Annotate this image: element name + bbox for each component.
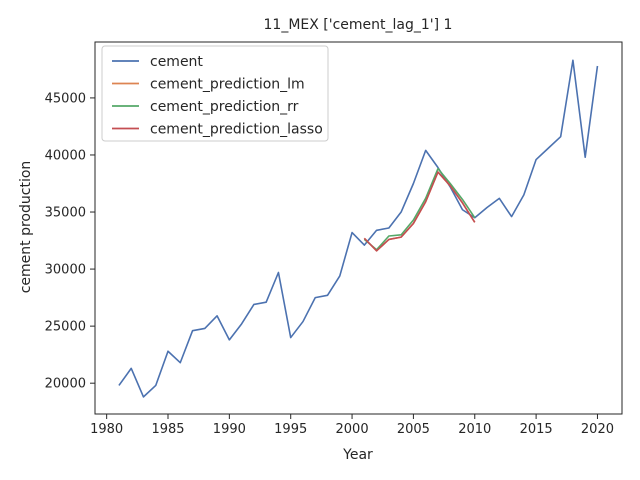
legend-box (101, 45, 329, 142)
y-tick-label: 20000 (45, 377, 86, 392)
y-tick-label: 45000 (45, 91, 86, 106)
x-tick-label: 2020 (581, 422, 614, 437)
legend: cement cement_prediction_lm cement_predict… (101, 45, 329, 142)
y-axis-label: cement production (18, 161, 34, 294)
y-tick-label: 40000 (45, 148, 86, 163)
series-line-cement-prediction-lasso (363, 171, 476, 252)
legend-label-cement-prediction-rr: cement_prediction_rr (150, 99, 299, 115)
x-tick-label: 2005 (397, 422, 430, 437)
y-tick-label: 30000 (45, 263, 86, 278)
x-tick-label: 1990 (213, 422, 246, 437)
x-axis-label: Year (342, 447, 373, 463)
series-layer (118, 59, 599, 398)
legend-label-cement-prediction-lasso: cement_prediction_lasso (150, 122, 323, 138)
plot-frame (94, 41, 623, 415)
x-tick-label: 2000 (336, 422, 369, 437)
series-line-cement (118, 59, 599, 398)
chart-title: 11_MEX ['cement_lag_1'] 1 (264, 17, 453, 33)
x-tick-label: 1980 (90, 422, 123, 437)
axes-layer: 1980 1985 1990 1995 2000 2005 2010 2015 2020 2000… (45, 41, 623, 437)
y-tick-label: 35000 (45, 206, 86, 221)
y-tick-label: 25000 (45, 320, 86, 335)
legend-label-cement-prediction-lm: cement_prediction_lm (150, 77, 305, 93)
x-tick-label: 1985 (151, 422, 184, 437)
x-tick-label: 1995 (274, 422, 307, 437)
x-tick-label: 2010 (458, 422, 491, 437)
series-line-cement-prediction-rr (363, 167, 476, 251)
x-tick-label: 2015 (520, 422, 553, 437)
legend-label-cement: cement (150, 54, 203, 70)
